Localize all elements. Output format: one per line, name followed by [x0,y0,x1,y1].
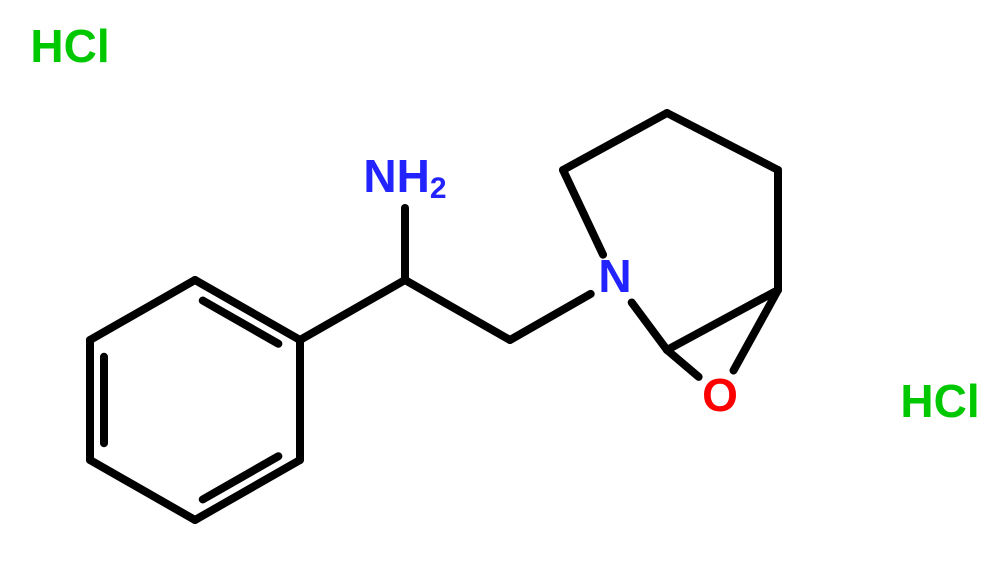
hcl-label-2: HCl [900,375,979,427]
bond [667,113,778,170]
bond [195,460,300,520]
bond [90,460,195,520]
molecule-canvas: NH2 N O HCl HCl [0,0,1000,573]
ring-nitrogen-label: N [598,250,631,302]
bond [667,350,699,377]
bond [90,280,195,340]
bond [563,170,603,255]
hcl-label-1: HCl [30,20,109,72]
bond [510,294,591,340]
bond [405,280,510,340]
oxygen-label: O [702,369,738,421]
amine-label: NH2 [363,150,446,205]
bond [563,113,667,170]
bond [300,280,405,340]
bond [632,302,667,350]
bond [195,280,300,340]
